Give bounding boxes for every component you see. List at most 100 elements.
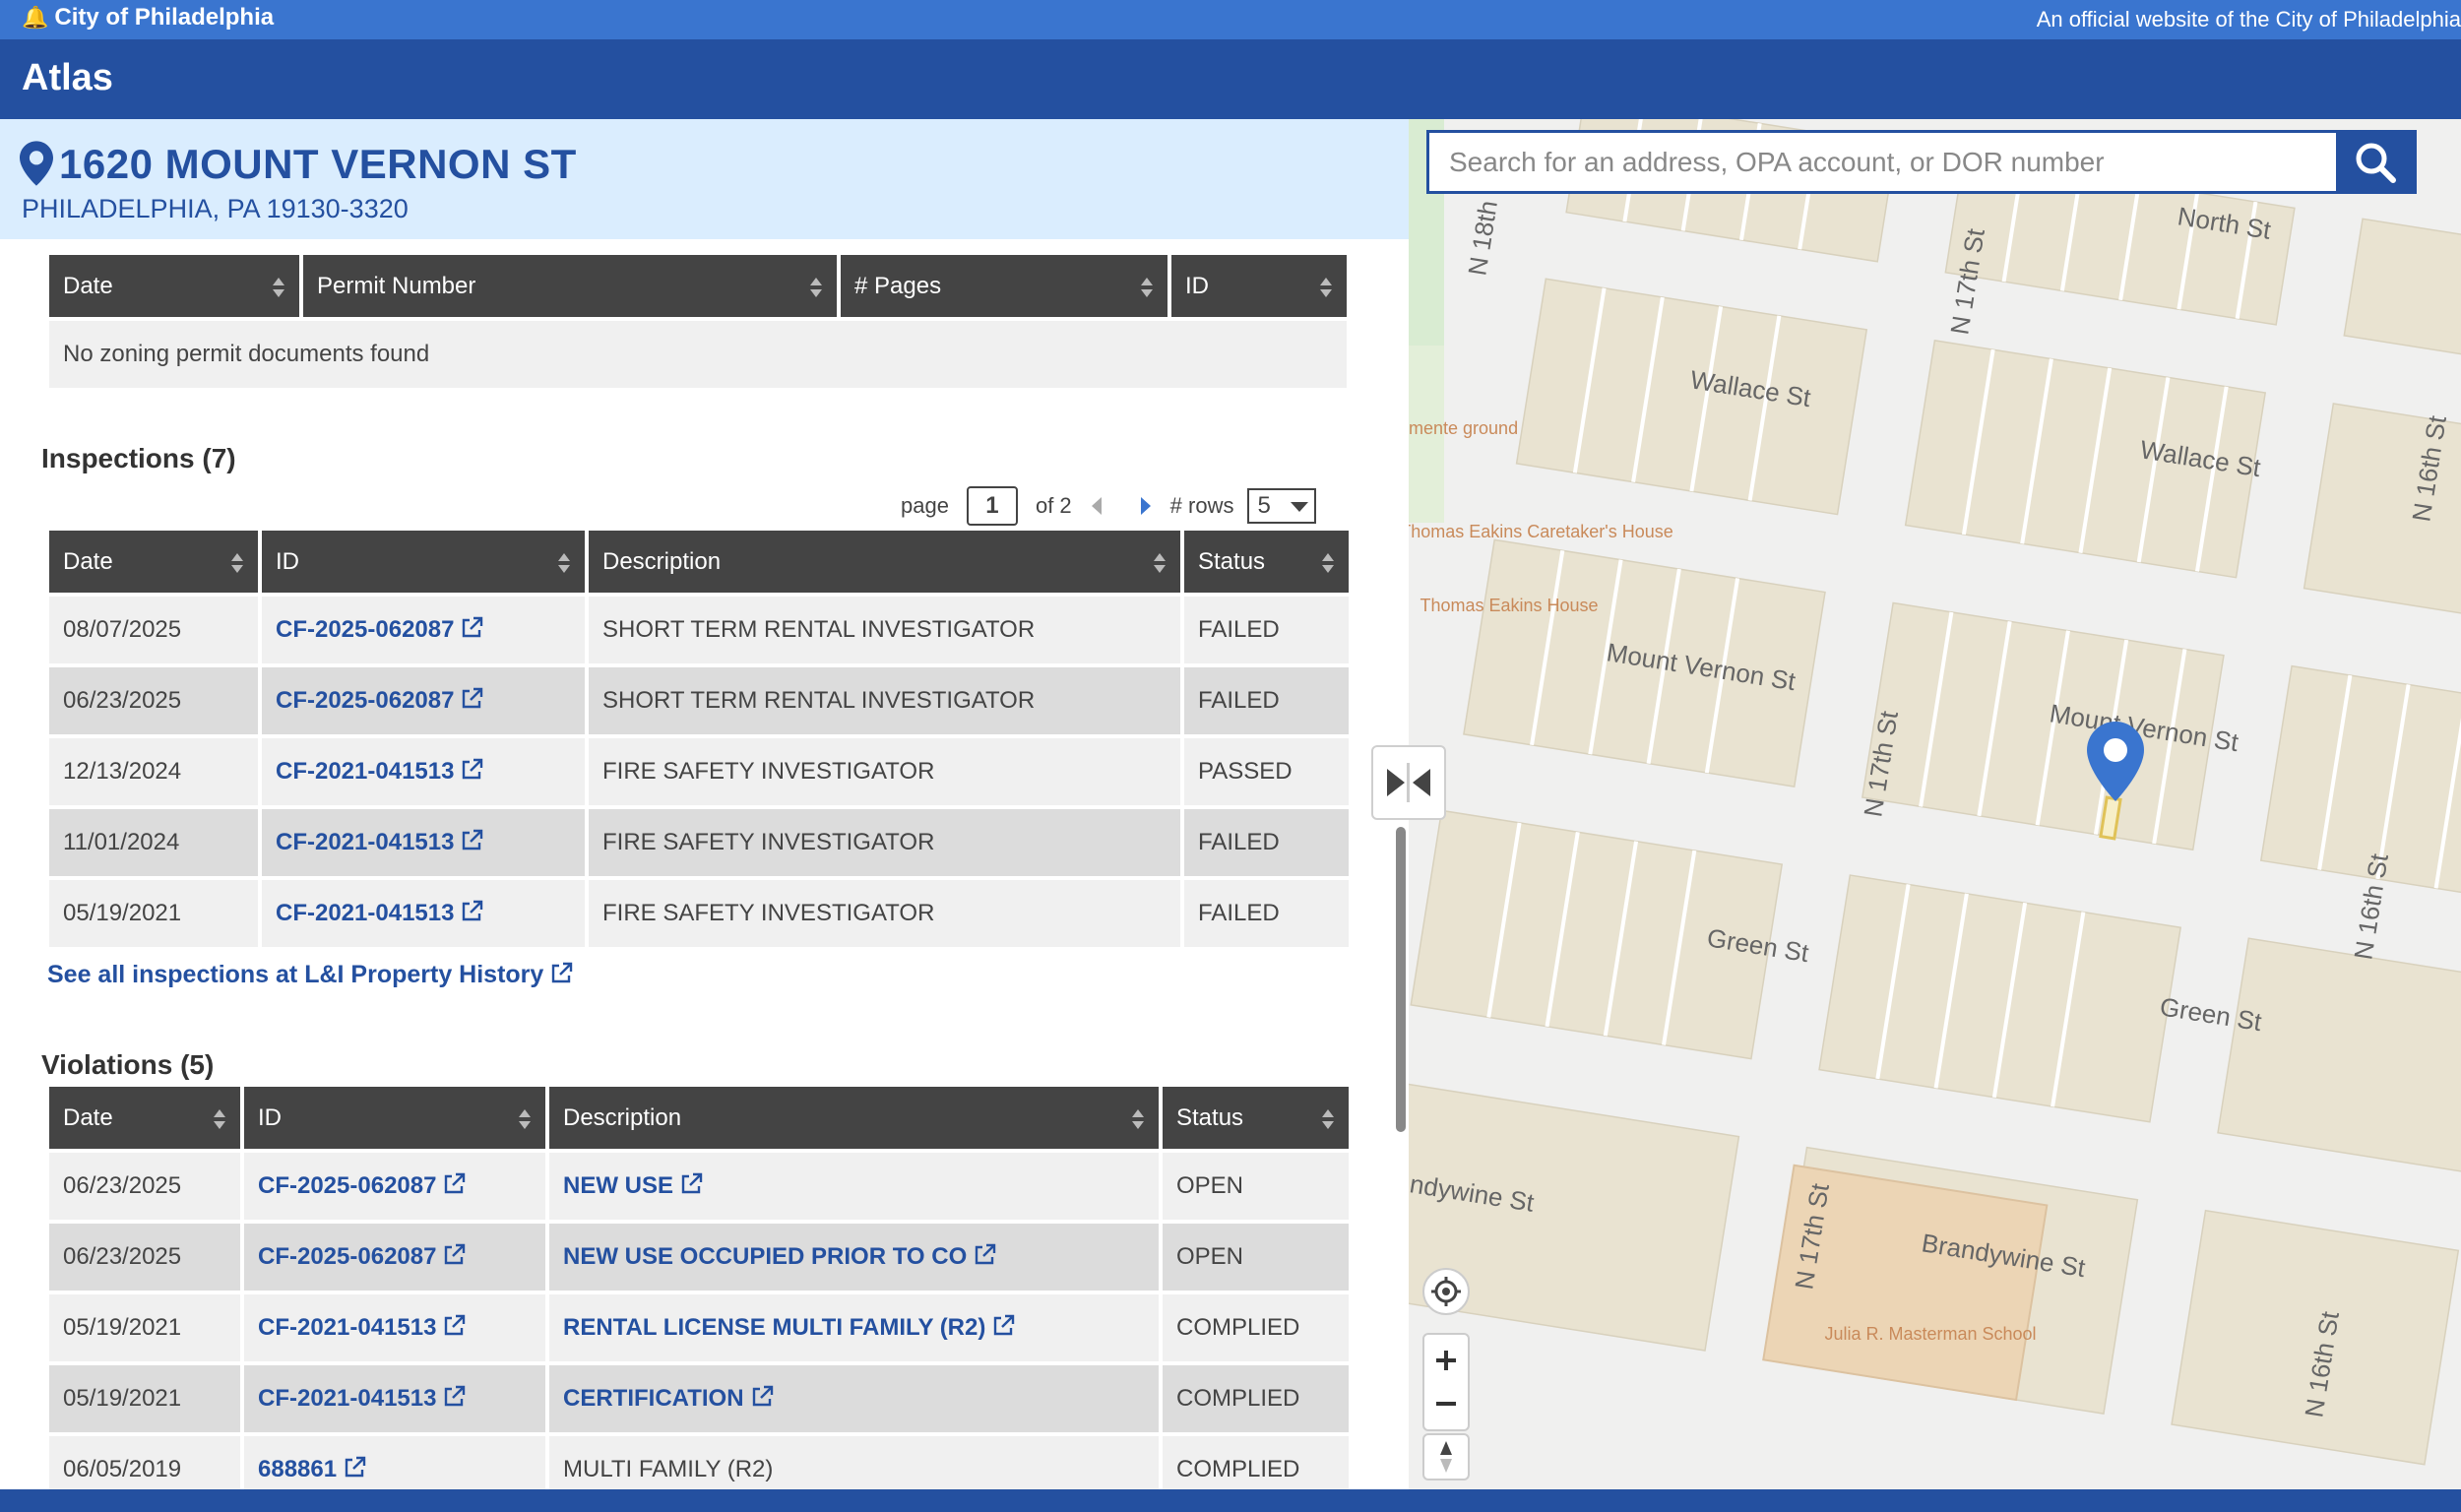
collapse-expand-icon — [1387, 763, 1430, 802]
column-header-id[interactable]: ID — [1171, 255, 1347, 317]
external-link-icon[interactable] — [343, 1456, 366, 1480]
app-title[interactable]: Atlas — [22, 57, 113, 98]
external-link-icon[interactable] — [679, 1172, 703, 1196]
page-number-input[interactable]: 1 — [966, 486, 1018, 526]
violation-description-link[interactable]: CERTIFICATION — [563, 1385, 744, 1412]
zoom-out-icon[interactable] — [1430, 1382, 1462, 1425]
app-header: Atlas — [0, 39, 2461, 119]
sort-icon — [1141, 278, 1153, 297]
description-cell: NEW USE — [549, 1153, 1159, 1220]
table-row: 05/19/2021 CF-2021-041513 CERTIFICATION … — [49, 1365, 1349, 1432]
inspection-id-link[interactable]: CF-2021-041513 — [276, 829, 455, 855]
inspections-title: Inspections (7) — [41, 443, 236, 473]
column-header-date[interactable]: Date — [49, 531, 258, 593]
column-header-id[interactable]: ID — [244, 1087, 545, 1149]
details-panel[interactable]: Date Permit Number # Pages ID No zoning … — [0, 239, 1409, 1489]
inspection-id-link[interactable]: CF-2021-041513 — [276, 758, 455, 785]
column-header-description[interactable]: Description — [549, 1087, 1159, 1149]
date-cell: 11/01/2024 — [49, 809, 258, 876]
violation-id-link[interactable]: CF-2025-062087 — [258, 1243, 437, 1270]
violation-id-link[interactable]: CF-2025-062087 — [258, 1172, 437, 1199]
poi-label: Julia R. Masterman School — [1824, 1324, 2036, 1344]
sort-icon — [1320, 278, 1332, 297]
address-search-box[interactable] — [1426, 130, 2417, 194]
map-pin-icon[interactable] — [2087, 722, 2144, 801]
description-cell: FIRE SAFETY INVESTIGATOR — [589, 738, 1180, 805]
search-button[interactable] — [2336, 130, 2415, 194]
external-link-icon[interactable] — [460, 829, 483, 852]
violation-description-link[interactable]: NEW USE — [563, 1172, 674, 1199]
address-header: 1620 MOUNT VERNON ST PHILADELPHIA, PA 19… — [0, 119, 1409, 239]
address-search-input[interactable] — [1429, 133, 2335, 191]
panel-toggle-button[interactable] — [1371, 745, 1446, 820]
sort-icon — [810, 278, 822, 297]
column-header-date[interactable]: Date — [49, 1087, 240, 1149]
external-link-icon[interactable] — [460, 616, 483, 640]
map-marker-icon — [20, 141, 53, 186]
external-link-icon[interactable] — [442, 1172, 466, 1196]
date-cell: 05/19/2021 — [49, 880, 258, 947]
violation-id-link[interactable]: CF-2021-041513 — [258, 1314, 437, 1341]
external-link-icon[interactable] — [442, 1314, 466, 1338]
column-header-pages[interactable]: # Pages — [841, 255, 1167, 317]
zoom-controls — [1422, 1333, 1470, 1431]
previous-page-icon[interactable] — [1090, 496, 1104, 516]
external-link-icon[interactable] — [460, 900, 483, 923]
compass-icon — [1440, 1441, 1452, 1473]
inspection-id-link[interactable]: CF-2021-041513 — [276, 900, 455, 926]
compass-button[interactable] — [1422, 1433, 1470, 1480]
violation-id-link[interactable]: 688861 — [258, 1456, 338, 1482]
column-header-status[interactable]: Status — [1184, 531, 1349, 593]
external-link-icon[interactable] — [991, 1314, 1015, 1338]
external-link-icon[interactable] — [460, 687, 483, 711]
description-cell: SHORT TERM RENTAL INVESTIGATOR — [589, 667, 1180, 734]
next-page-icon[interactable] — [1139, 496, 1153, 516]
empty-table-message: No zoning permit documents found — [49, 321, 1347, 388]
city-logo-link[interactable]: 🔔 City of Philadelphia — [22, 4, 274, 32]
column-header-id[interactable]: ID — [262, 531, 585, 593]
inspections-table: Date ID Description Status 08/07/2025 CF… — [45, 527, 1353, 951]
column-header-status[interactable]: Status — [1163, 1087, 1349, 1149]
inspection-id-link[interactable]: CF-2025-062087 — [276, 616, 455, 643]
see-all-inspections-link[interactable]: See all inspections at L&I Property Hist… — [47, 961, 573, 989]
date-cell: 06/23/2025 — [49, 1224, 240, 1291]
status-cell: COMPLIED — [1163, 1365, 1349, 1432]
geolocate-button[interactable] — [1422, 1268, 1470, 1315]
sort-icon — [231, 553, 243, 573]
rows-label: # rows — [1169, 493, 1234, 518]
violation-description-link[interactable]: NEW USE OCCUPIED PRIOR TO CO — [563, 1243, 968, 1270]
zoning-documents-table: Date Permit Number # Pages ID No zoning … — [45, 251, 1351, 392]
description-cell: CERTIFICATION — [549, 1365, 1159, 1432]
official-site-notice: An official website of the City of Phila… — [2036, 7, 2461, 32]
sort-icon — [1154, 553, 1166, 573]
table-row: 06/23/2025 CF-2025-062087 SHORT TERM REN… — [49, 667, 1349, 734]
column-header-description[interactable]: Description — [589, 531, 1180, 593]
external-link-icon[interactable] — [973, 1243, 996, 1267]
sort-icon — [214, 1109, 225, 1129]
violation-description-link[interactable]: RENTAL LICENSE MULTI FAMILY (R2) — [563, 1314, 986, 1341]
violation-id-link[interactable]: CF-2021-041513 — [258, 1385, 437, 1412]
zoom-in-icon[interactable] — [1430, 1339, 1462, 1382]
map-canvas[interactable]: North St Wallace St Wallace St Mount Ver… — [1409, 119, 2461, 1489]
locate-icon — [1431, 1277, 1461, 1306]
description-cell: RENTAL LICENSE MULTI FAMILY (R2) — [549, 1294, 1159, 1361]
panel-scrollbar[interactable] — [1396, 827, 1406, 1132]
inspection-id-link[interactable]: CF-2025-062087 — [276, 687, 455, 714]
violations-table: Date ID Description Status 06/23/2025 CF… — [45, 1083, 1353, 1489]
violations-title: Violations (5) — [41, 1049, 215, 1080]
description-cell: NEW USE OCCUPIED PRIOR TO CO — [549, 1224, 1159, 1291]
column-header-permit-number[interactable]: Permit Number — [303, 255, 837, 317]
sort-icon — [1322, 1109, 1334, 1129]
map-view[interactable]: North St Wallace St Wallace St Mount Ver… — [1409, 119, 2461, 1489]
page-label: page — [901, 493, 949, 518]
id-cell: CF-2021-041513 — [262, 880, 585, 947]
column-header-date[interactable]: Date — [49, 255, 299, 317]
external-link-icon[interactable] — [460, 758, 483, 782]
external-link-icon[interactable] — [442, 1243, 466, 1267]
external-link-icon[interactable] — [442, 1385, 466, 1409]
sort-icon — [273, 278, 284, 297]
rows-per-page-select[interactable]: 5 — [1247, 488, 1317, 524]
external-link-icon[interactable] — [750, 1385, 774, 1409]
table-row: 05/19/2021 CF-2021-041513 FIRE SAFETY IN… — [49, 880, 1349, 947]
city-name: City of Philadelphia — [54, 4, 275, 31]
